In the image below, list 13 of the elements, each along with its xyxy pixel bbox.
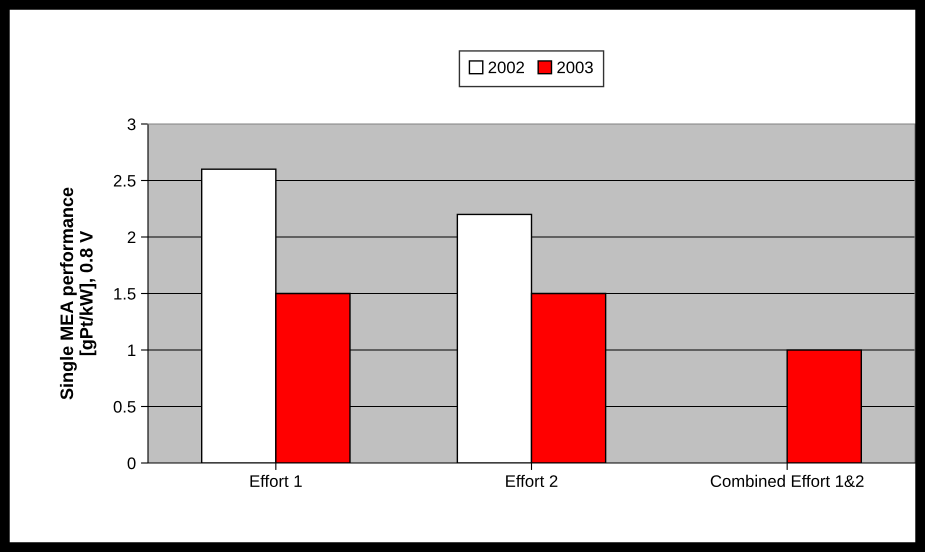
y-tick-label: 1 xyxy=(128,344,136,356)
x-tick-label: Effort 1 xyxy=(250,474,302,488)
y-tick-label: 0.5 xyxy=(114,400,136,413)
y-tick-label: 1.5 xyxy=(114,288,136,300)
y-tick-label: 3 xyxy=(128,118,136,130)
legend-label: 2002 xyxy=(488,62,524,74)
y-tick-label: 2 xyxy=(128,231,136,244)
legend-label: 2003 xyxy=(557,62,593,74)
x-tick-label: Effort 2 xyxy=(506,474,558,488)
x-tick-label: Combined Effort 1&2 xyxy=(710,474,864,488)
y-tick-label: 2.5 xyxy=(114,174,136,187)
y-axis-title: Single MEA performance [gPt/kW], 0.8 V xyxy=(60,188,96,400)
y-tick-label: 0 xyxy=(128,457,136,470)
